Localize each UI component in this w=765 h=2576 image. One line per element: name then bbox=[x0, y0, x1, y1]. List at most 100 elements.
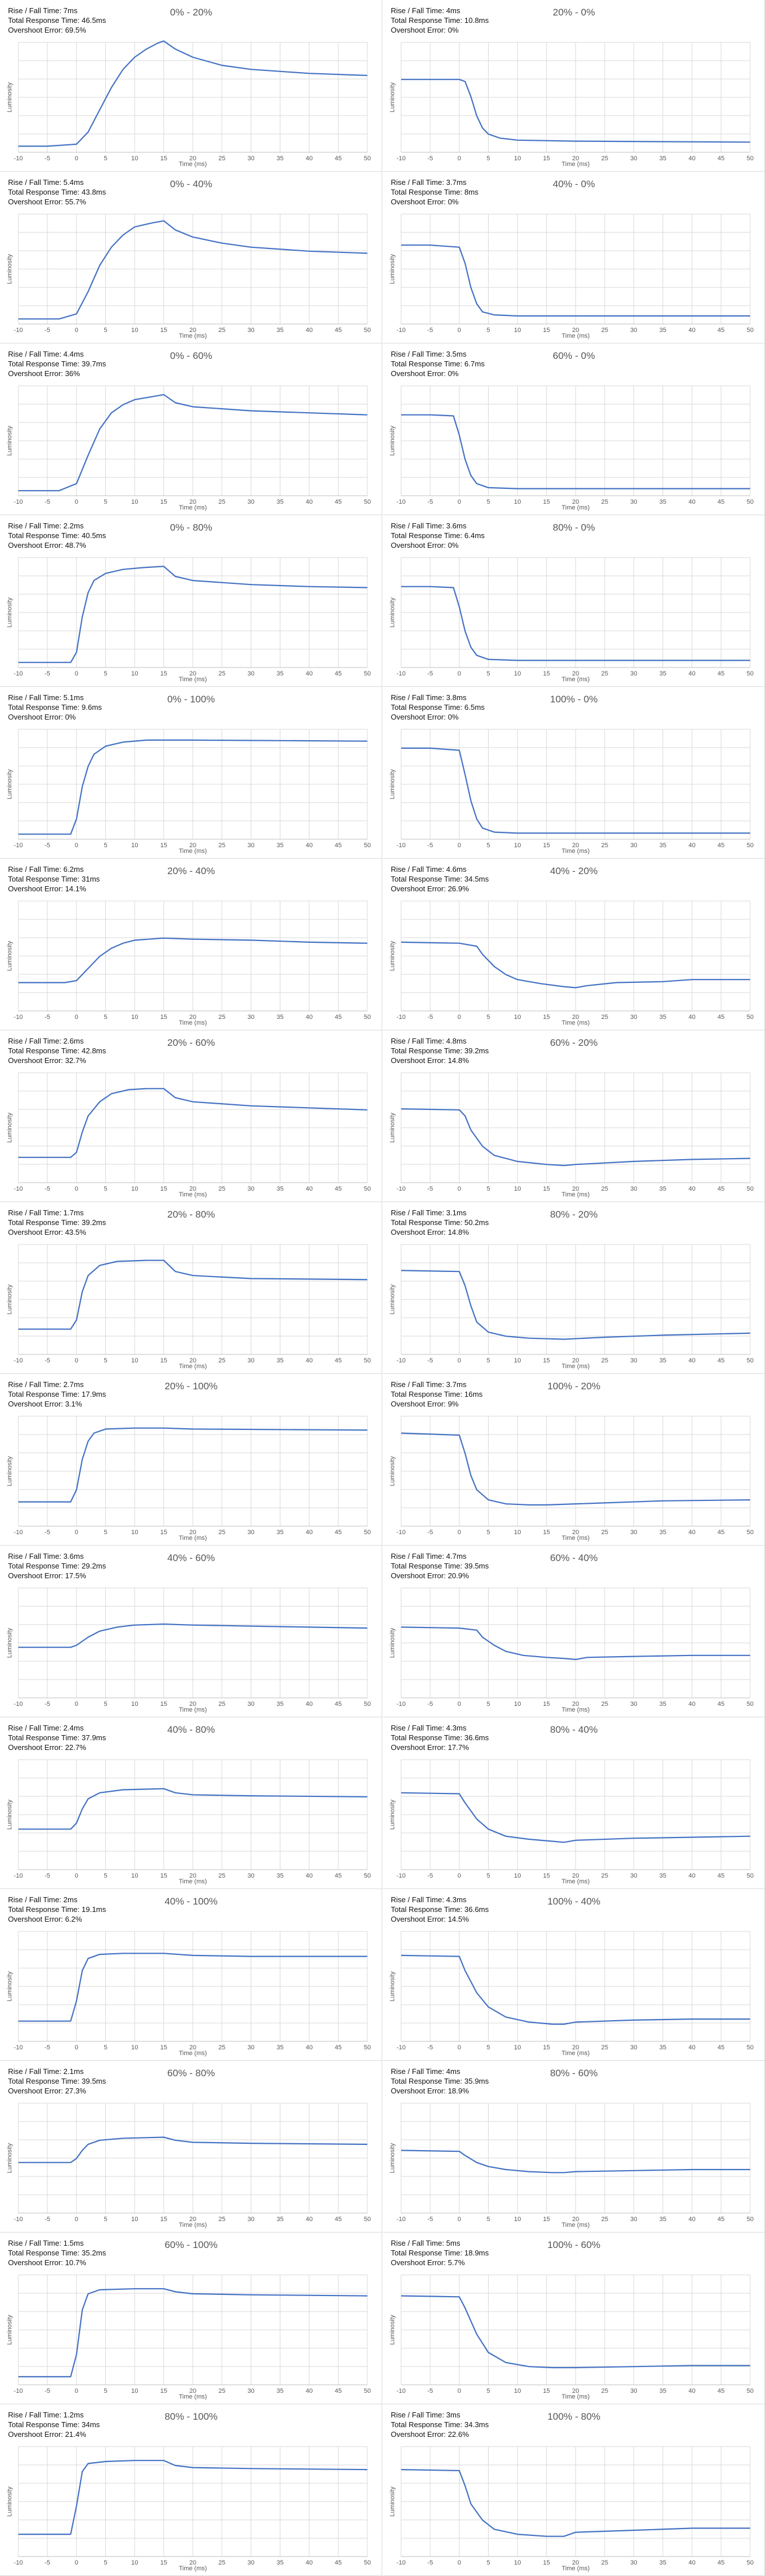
series-line bbox=[18, 1953, 367, 2022]
x-tick-label: 30 bbox=[631, 1701, 637, 1708]
x-tick-label: 25 bbox=[601, 1701, 608, 1708]
x-tick-label: 35 bbox=[659, 2388, 666, 2395]
x-tick-label: 30 bbox=[248, 1529, 255, 1536]
x-tick-label: 50 bbox=[364, 2559, 371, 2566]
x-tick-label: 30 bbox=[248, 1872, 255, 1879]
x-axis-label: Time (ms) bbox=[179, 504, 207, 511]
x-tick-label: 40 bbox=[306, 1701, 312, 1708]
x-axis-label: Time (ms) bbox=[561, 2393, 589, 2400]
stats-block: Rise / Fall Time: 4.3ms Total Response Ti… bbox=[391, 1895, 489, 1924]
x-tick-label: 5 bbox=[104, 1872, 107, 1879]
stats-block: Rise / Fall Time: 2.1ms Total Response Ti… bbox=[8, 2067, 106, 2096]
x-tick-label: 25 bbox=[601, 2388, 608, 2395]
x-tick-label: 15 bbox=[543, 155, 550, 162]
x-tick-label: 45 bbox=[718, 1186, 724, 1192]
x-tick-label: 40 bbox=[306, 499, 312, 505]
x-axis-label: Time (ms) bbox=[179, 1363, 207, 1370]
stat-line: Overshoot Error: 0% bbox=[391, 197, 459, 206]
x-tick-label: 40 bbox=[306, 2044, 312, 2051]
x-tick-label: 30 bbox=[248, 155, 255, 162]
x-axis-label: Time (ms) bbox=[179, 676, 207, 683]
x-tick-label: 40 bbox=[306, 842, 312, 849]
x-tick-label: -10 bbox=[14, 1186, 23, 1192]
chart-panel: -10 -5 0 5 10 15 20 25 30 35 40 45 50 Time (ms) Lumino… bbox=[0, 2404, 382, 2576]
x-tick-label: 50 bbox=[747, 1529, 754, 1536]
chart-panel: -10 -5 0 5 10 15 20 25 30 35 40 45 50 Time (ms) Lumino… bbox=[383, 343, 765, 515]
x-tick-label: 40 bbox=[688, 2388, 695, 2395]
x-tick-label: 50 bbox=[364, 499, 371, 505]
x-tick-label: 5 bbox=[104, 155, 107, 162]
x-tick-label: 0 bbox=[458, 327, 461, 334]
stats-block: Rise / Fall Time: 2ms Total Response Time… bbox=[8, 1895, 106, 1924]
x-tick-label: 50 bbox=[364, 2044, 371, 2051]
chart-panel: -10 -5 0 5 10 15 20 25 30 35 40 45 50 Time (ms) Lumino… bbox=[0, 1030, 382, 1202]
x-tick-label: -10 bbox=[397, 2044, 406, 2051]
stat-line: Overshoot Error: 21.4% bbox=[8, 2430, 86, 2439]
stat-line: Total Response Time: 39.5ms bbox=[391, 1562, 489, 1570]
y-axis-label: Luminosity bbox=[389, 1799, 396, 1830]
x-tick-label: -5 bbox=[45, 499, 50, 505]
series-line bbox=[18, 1088, 368, 1158]
x-tick-label: 50 bbox=[364, 155, 371, 162]
y-axis-label: Luminosity bbox=[6, 1971, 13, 2001]
x-tick-label: -10 bbox=[14, 2388, 23, 2395]
x-tick-label: 5 bbox=[486, 2559, 490, 2566]
x-tick-label: -10 bbox=[14, 155, 23, 162]
x-tick-label: 40 bbox=[306, 2216, 312, 2223]
x-tick-label: -10 bbox=[14, 1357, 23, 1364]
x-tick-label: 25 bbox=[601, 327, 608, 334]
chart-panel: -10 -5 0 5 10 15 20 25 30 35 40 45 50 Time (ms) Lumino… bbox=[383, 1030, 765, 1202]
stat-line: Rise / Fall Time: 1.7ms bbox=[8, 1208, 84, 1217]
x-tick-label: 45 bbox=[718, 327, 724, 334]
x-tick-label: 25 bbox=[601, 1529, 608, 1536]
series-line bbox=[18, 40, 368, 147]
x-tick-label: -10 bbox=[14, 1014, 23, 1021]
x-tick-label: 0 bbox=[75, 1701, 78, 1708]
stat-line: Overshoot Error: 0% bbox=[391, 26, 459, 34]
x-tick-label: 45 bbox=[335, 327, 342, 334]
y-axis-label: Luminosity bbox=[6, 2314, 13, 2345]
x-axis-label: Time (ms) bbox=[561, 1191, 589, 1198]
x-tick-label: 15 bbox=[160, 1186, 167, 1192]
x-tick-label: 30 bbox=[631, 155, 637, 162]
x-tick-label: 0 bbox=[75, 1529, 78, 1536]
x-tick-label: 40 bbox=[688, 1014, 695, 1021]
series-line bbox=[401, 1108, 751, 1167]
stat-line: Total Response Time: 6.4ms bbox=[391, 531, 485, 540]
x-tick-label: 50 bbox=[747, 1357, 754, 1364]
x-tick-label: 25 bbox=[601, 2044, 608, 2051]
stat-line: Total Response Time: 34.5ms bbox=[391, 875, 489, 883]
x-axis-label: Time (ms) bbox=[179, 1020, 207, 1026]
stats-block: Rise / Fall Time: 3.6ms Total Response Ti… bbox=[8, 1551, 106, 1581]
x-tick-label: 35 bbox=[659, 1529, 666, 1536]
stat-line: Rise / Fall Time: 5ms bbox=[391, 2239, 461, 2247]
x-tick-label: 5 bbox=[104, 670, 107, 677]
stat-line: Total Response Time: 29.2ms bbox=[8, 1562, 106, 1570]
x-tick-label: 45 bbox=[335, 842, 342, 849]
y-axis-label: Luminosity bbox=[6, 425, 13, 456]
x-tick-label: -5 bbox=[427, 1014, 433, 1021]
chart-panel: -10 -5 0 5 10 15 20 25 30 35 40 45 50 Time (ms) Lumino… bbox=[0, 515, 382, 687]
series-line bbox=[401, 1432, 751, 1506]
x-tick-label: 10 bbox=[514, 499, 521, 505]
x-tick-label: 35 bbox=[276, 1357, 283, 1364]
stat-line: Total Response Time: 50.2ms bbox=[391, 1218, 489, 1227]
chart-panel: -10 -5 0 5 10 15 20 25 30 35 40 45 50 Time (ms) Lumino… bbox=[383, 859, 765, 1030]
x-tick-label: 15 bbox=[160, 2559, 167, 2566]
x-tick-label: 15 bbox=[160, 2388, 167, 2395]
x-tick-label: 40 bbox=[306, 1872, 312, 1879]
stats-block: Rise / Fall Time: 5.4ms Total Response Ti… bbox=[8, 177, 106, 207]
x-tick-label: 15 bbox=[160, 155, 167, 162]
chart-title: 60% - 20% bbox=[550, 1037, 598, 1048]
x-tick-label: 20 bbox=[572, 670, 579, 677]
x-tick-label: 30 bbox=[248, 2216, 255, 2223]
x-axis-label: Time (ms) bbox=[561, 1020, 589, 1026]
x-tick-label: 35 bbox=[276, 499, 283, 505]
x-tick-label: -5 bbox=[45, 2044, 50, 2051]
stats-block: Rise / Fall Time: 4.7ms Total Response Ti… bbox=[391, 1551, 489, 1581]
x-tick-label: -5 bbox=[427, 1186, 433, 1192]
x-tick-label: 25 bbox=[219, 842, 225, 849]
x-axis-label: Time (ms) bbox=[179, 161, 207, 168]
y-axis-label: Luminosity bbox=[6, 941, 13, 971]
x-tick-label: 20 bbox=[189, 155, 196, 162]
